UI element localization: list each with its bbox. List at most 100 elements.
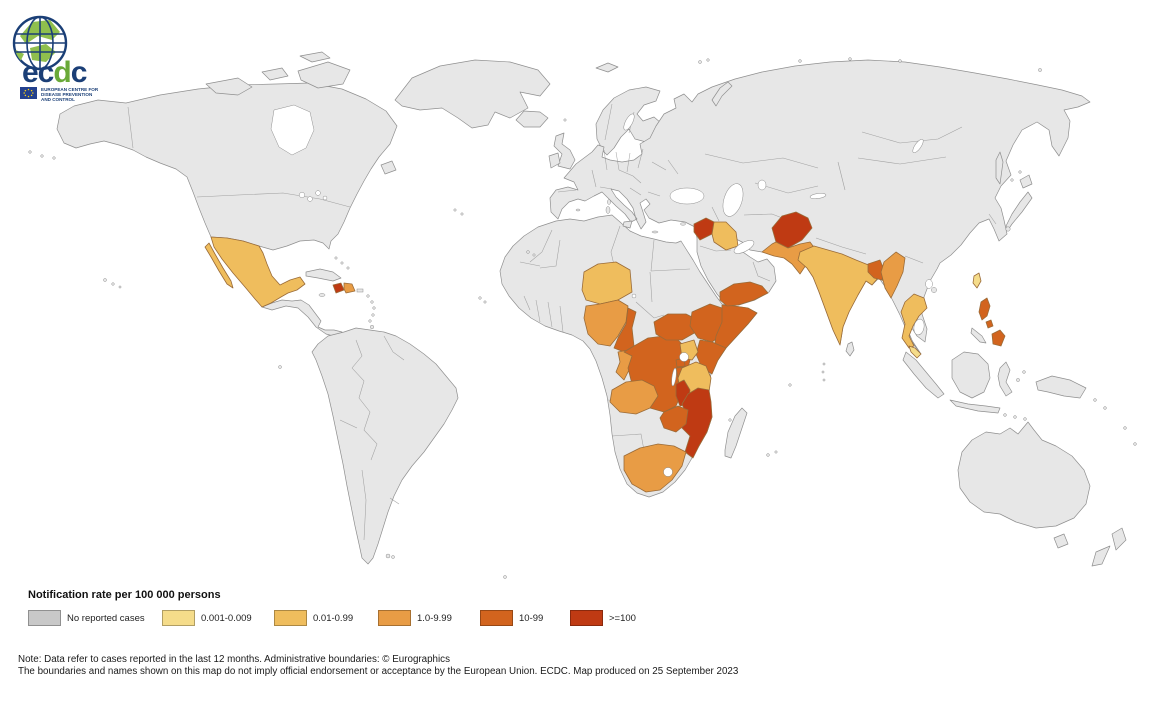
legend-swatch-cat5 <box>570 610 603 626</box>
lakes-and-seas <box>270 104 933 477</box>
country-haiti <box>332 282 345 294</box>
legend-label: 0.01-0.99 <box>313 612 354 624</box>
country-south-africa <box>623 443 687 493</box>
legend-swatch-no-cases <box>28 610 61 626</box>
legend-title: Notification rate per 100 000 persons <box>28 589 221 601</box>
landmass-sri-lanka <box>845 341 855 357</box>
country-malaysia <box>908 345 922 359</box>
ecdc-org-name: EUROPEAN CENTRE FOR DISEASE PREVENTION A… <box>41 87 99 102</box>
legend-label: 10-99 <box>519 612 544 624</box>
svg-text:EUROPEAN CENTRE FOR: EUROPEAN CENTRE FOR <box>41 87 99 92</box>
eu-flag-icon <box>20 87 37 99</box>
ecdc-logo-graphic: ecdc EUROPEAN CENTRE FOR DISEASE PREVENT… <box>12 15 99 102</box>
landmass-hokkaido <box>1019 174 1033 189</box>
lake-tanganyika <box>671 367 677 387</box>
legend-item-cat2: 0.01-0.99 <box>274 610 353 626</box>
country-mexico-baja <box>204 242 234 289</box>
landmass-cuba <box>305 268 342 282</box>
country-bangladesh <box>867 259 885 281</box>
small-islands <box>28 57 1137 579</box>
landmass-arctic-island <box>261 67 289 81</box>
country-philippines-luzon <box>978 297 991 321</box>
svg-text:DISEASE PREVENTION: DISEASE PREVENTION <box>41 92 93 97</box>
country-thailand <box>900 293 928 349</box>
landmass-iceland <box>515 110 549 128</box>
legend-label: >=100 <box>609 612 636 624</box>
landmass-central-america <box>261 299 343 338</box>
landmass-svalbard <box>595 62 619 73</box>
landmass-new-zealand-north <box>1111 527 1127 551</box>
hudson-bay <box>270 104 315 156</box>
country-iraq <box>711 221 739 251</box>
country-zimbabwe <box>659 405 689 433</box>
great-lake <box>315 190 321 196</box>
country-philippines-mindanao <box>991 329 1006 347</box>
black-sea <box>669 187 705 205</box>
lesotho <box>663 467 673 477</box>
country-taiwan <box>972 272 982 289</box>
footnotes: Note: Data refer to cases reported in th… <box>18 654 738 677</box>
country-zambia <box>609 379 659 415</box>
legend-swatch-cat2 <box>274 610 307 626</box>
landmass-novaya-zemlya <box>711 81 733 107</box>
landmass-victoria-island <box>205 77 253 96</box>
svg-text:AND CONTROL: AND CONTROL <box>41 97 75 102</box>
great-lake <box>322 195 328 201</box>
lake-victoria <box>679 352 689 362</box>
country-somalia <box>713 304 758 361</box>
lake-baikal <box>912 138 924 154</box>
landmass-new-guinea <box>1035 375 1087 399</box>
landmass-sulawesi <box>997 361 1013 397</box>
landmass-south-america <box>311 327 459 565</box>
colored-countries <box>204 211 1006 493</box>
legend-item-cat1: 0.001-0.009 <box>162 610 252 626</box>
legend-item-no-cases: No reported cases <box>28 610 145 626</box>
legend: No reported cases 0.001-0.009 0.01-0.99 … <box>0 610 1160 632</box>
legend-label: No reported cases <box>67 612 145 624</box>
legend-label: 0.001-0.009 <box>201 612 252 624</box>
landmass-newfoundland <box>380 160 397 175</box>
legend-swatch-cat1 <box>162 610 195 626</box>
caspian-sea <box>722 183 744 217</box>
gulf-of-bothnia <box>623 113 635 131</box>
footnote-line1: Note: Data refer to cases reported in th… <box>18 654 450 665</box>
footnote-line2: The boundaries and names shown on this m… <box>18 665 739 677</box>
landmass-tasmania <box>1053 533 1069 549</box>
country-dominican-republic <box>343 282 356 294</box>
landmass-java <box>949 399 1001 414</box>
landmass-ellesmere <box>299 51 331 63</box>
landmass-australia <box>957 421 1091 529</box>
persian-gulf <box>733 240 755 254</box>
landmass-baffin-island <box>297 61 351 89</box>
landmass-sicily <box>622 220 633 229</box>
landmass-sakhalin <box>995 151 1004 185</box>
country-myanmar <box>880 251 906 299</box>
lake-balkhash <box>809 193 827 199</box>
country-niger <box>581 261 633 305</box>
legend-item-cat3: 1.0-9.99 <box>378 610 452 626</box>
globe-icon <box>12 15 68 71</box>
landmass-new-zealand-south <box>1091 545 1111 567</box>
country-yemen <box>719 281 769 307</box>
landmass-sumatra <box>902 351 945 399</box>
ecdc-logo: ecdc EUROPEAN CENTRE FOR DISEASE PREVENT… <box>8 10 128 111</box>
aral-sea <box>757 179 767 191</box>
landmass-madagascar <box>724 407 748 459</box>
landmass-honshu-japan <box>1005 191 1033 231</box>
gulf-of-thailand <box>913 318 925 336</box>
legend-swatch-cat3 <box>378 610 411 626</box>
legend-label: 1.0-9.99 <box>417 612 452 624</box>
lake-chad <box>631 293 637 299</box>
gulf-of-tonkin <box>925 279 933 289</box>
country-philippines-visayas <box>985 319 994 329</box>
landmass-palawan <box>970 327 987 344</box>
landmass-borneo <box>951 351 991 399</box>
great-lake <box>298 191 306 199</box>
landmass-ireland <box>548 152 561 169</box>
country-mexico <box>210 236 306 308</box>
ecdc-wordmark: ecdc <box>22 56 87 89</box>
great-lake <box>307 196 313 202</box>
landmass-greenland <box>394 59 551 129</box>
